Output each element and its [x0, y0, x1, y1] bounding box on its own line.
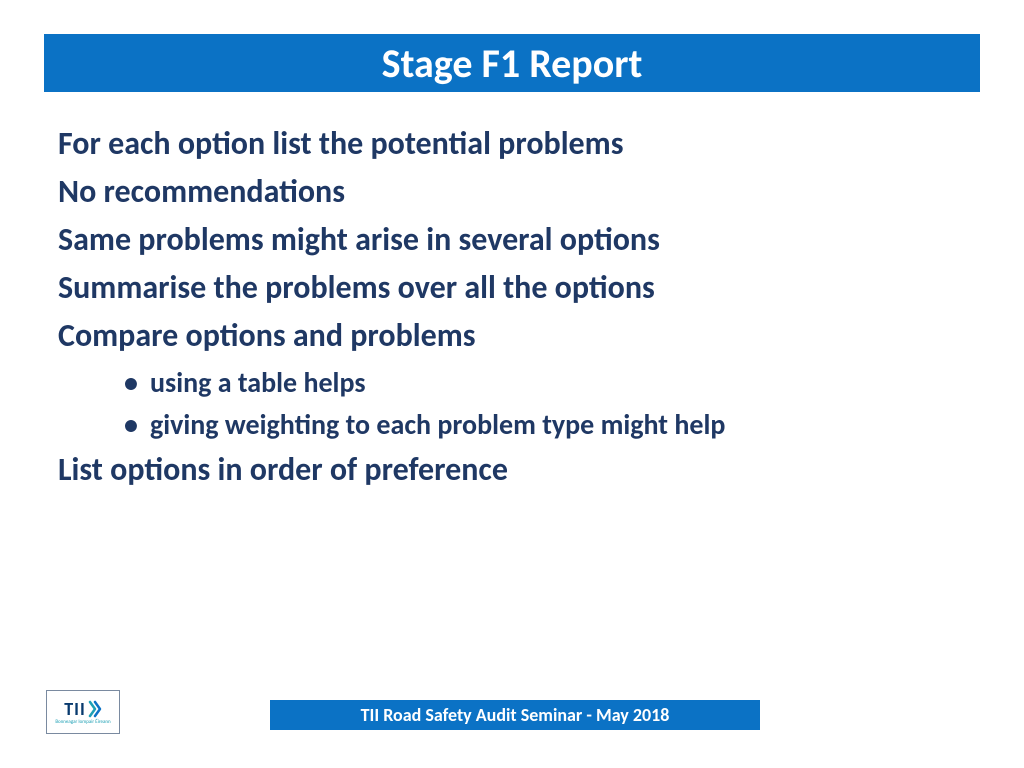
sub-item: giving weighting to each problem type mi… — [150, 404, 966, 446]
logo-subtext: Bonneagar Iompair Éireann — [55, 720, 110, 725]
sub-item: using a table helps — [150, 362, 966, 404]
title-bar: Stage F1 Report — [44, 34, 980, 92]
body-line: No recommendations — [58, 168, 966, 216]
body-line: Compare options and problems — [58, 312, 966, 360]
slide: Stage F1 Report For each option list the… — [0, 0, 1024, 768]
footer-bar: TII Road Safety Audit Seminar - May 2018 — [270, 700, 760, 730]
footer-text: TII Road Safety Audit Seminar - May 2018 — [361, 704, 670, 726]
logo-letters: TII — [64, 700, 86, 718]
sub-list: using a table helps giving weighting to … — [58, 362, 966, 446]
body-line: Summarise the problems over all the opti… — [58, 264, 966, 312]
body-line: For each option list the potential probl… — [58, 120, 966, 168]
logo-mark-icon — [88, 700, 102, 718]
body-line: List options in order of preference — [58, 446, 966, 494]
logo-top: TII — [64, 700, 102, 718]
body-content: For each option list the potential probl… — [58, 120, 966, 494]
body-line: Same problems might arise in several opt… — [58, 216, 966, 264]
footer: TII Bonneagar Iompair Éireann TII Road S… — [0, 686, 1024, 734]
slide-title: Stage F1 Report — [382, 39, 643, 88]
tii-logo: TII Bonneagar Iompair Éireann — [46, 690, 120, 734]
